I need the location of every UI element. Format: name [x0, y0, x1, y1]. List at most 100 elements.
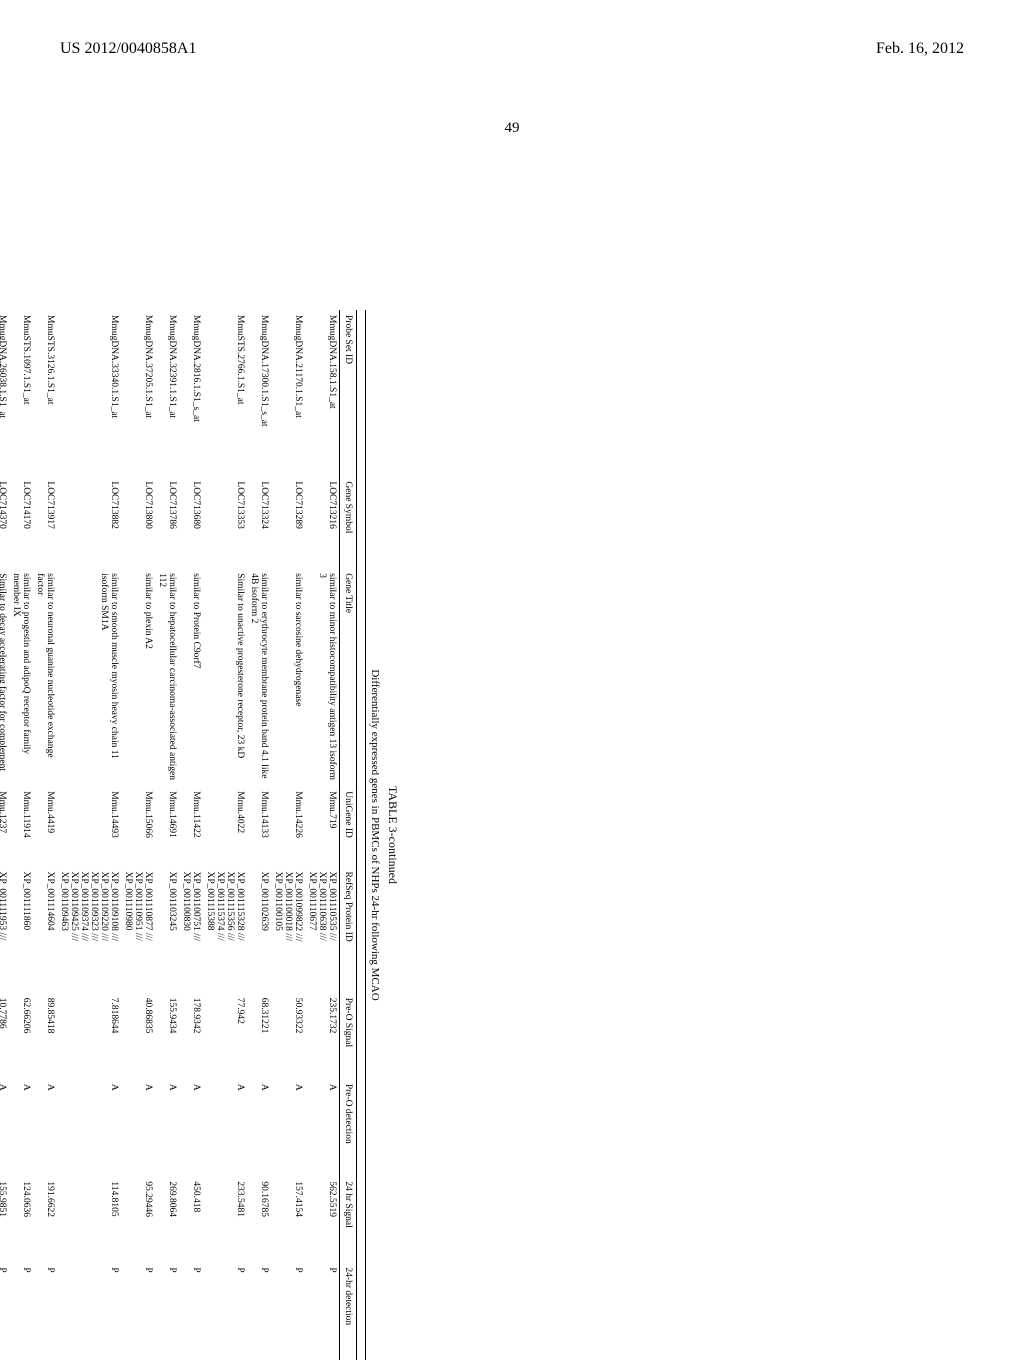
table-cell: similar to smooth muscle myosin heavy ch…	[57, 568, 121, 786]
table-cell: 562.5519	[305, 1176, 340, 1262]
table-cell: XP_001099822 /// XP_001100018 /// XP_001…	[271, 867, 305, 993]
table-cell: MmugDNA.17300.1.S1_s_at	[247, 310, 271, 476]
table-cell: MmugDNA.158.1.S1_at	[305, 310, 340, 476]
table-cell: XP_001111860	[9, 867, 33, 993]
table-cell: MmugDNA.33340.1.S1_at	[57, 310, 121, 476]
table-cell: P	[33, 1262, 57, 1360]
table-cell: Mmu.11422	[179, 786, 203, 866]
table-cell: P	[121, 1262, 155, 1360]
table-cell: similar to neuronal guanine nucleotide e…	[33, 568, 57, 786]
table-cell: A	[271, 1079, 305, 1177]
table-cell: A	[9, 1079, 33, 1177]
table-cell: Mmu.14493	[57, 786, 121, 866]
table-cell: LOC714170	[9, 476, 33, 568]
table-cell: LOC713324	[247, 476, 271, 568]
table-cell: 155.9851	[0, 1176, 9, 1262]
col-header: 24 hr Signal	[340, 1176, 357, 1262]
publication-date: Feb. 16, 2012	[876, 40, 964, 58]
table-cell: Similar to unactive progesterone recepto…	[203, 568, 247, 786]
table-cell: Mmu.1237	[0, 786, 9, 866]
table-cell: 269.8064	[155, 1176, 179, 1262]
table-cell: 95.29446	[121, 1176, 155, 1262]
table-cell: P	[203, 1262, 247, 1360]
table-cell: Mmu.14133	[247, 786, 271, 866]
table-cell: A	[121, 1079, 155, 1177]
data-table: Probe Set ID Gene Symbol Gene Title UniG…	[0, 310, 357, 1360]
table-cell: XP_001103245	[155, 867, 179, 993]
table-row: MmugDNA.2816.1.S1_s_atLOC713680similar t…	[179, 310, 203, 1360]
table-cell: similar to plexin A2	[121, 568, 155, 786]
table-cell: similar to hepatocellular carcinoma-asso…	[155, 568, 179, 786]
table-cell: Mmu.14226	[271, 786, 305, 866]
table-cell: MmugDNA.2816.1.S1_s_at	[179, 310, 203, 476]
page-header: US 2012/0040858A1 Feb. 16, 2012	[60, 40, 964, 58]
table-cell: LOC713882	[57, 476, 121, 568]
table-header-row: Probe Set ID Gene Symbol Gene Title UniG…	[340, 310, 357, 1360]
table-cell: LOC714370	[0, 476, 9, 568]
table-cell: 157.4154	[271, 1176, 305, 1262]
table-cell: XP_001111953 /// XP_001111994 /// XP_001…	[0, 867, 9, 993]
table-cell: MmugDNA.21170.1.S1_at	[271, 310, 305, 476]
table-cell: Mmu.4022	[203, 786, 247, 866]
table-cell: Similar to decay accelerating factor for…	[0, 568, 9, 786]
table-cell: A	[0, 1079, 9, 1177]
table-cell: XP_001110535 /// XP_001110638 /// XP_001…	[305, 867, 340, 993]
table-cell: A	[305, 1079, 340, 1177]
table-cell: A	[203, 1079, 247, 1177]
table-cell: Mmu.719	[305, 786, 340, 866]
table-cell: 191.6622	[33, 1176, 57, 1262]
table-row: MmuSTS.1097.1.S1_atLOC714170similar to p…	[9, 310, 33, 1360]
table-cell: MmuSTS.2766.1.S1_at	[203, 310, 247, 476]
table-row: MmuSTS.3126.1.S1_atLOC713917similar to n…	[33, 310, 57, 1360]
table-row: MmugDNA.33340.1.S1_atLOC713882similar to…	[57, 310, 121, 1360]
table-cell: 90.16785	[247, 1176, 271, 1262]
table-row: MmuSTS.2766.1.S1_atLOC713353Similar to u…	[203, 310, 247, 1360]
table-row: MmugDNA.158.1.S1_atLOC713216similar to m…	[305, 310, 340, 1360]
table-cell: A	[179, 1079, 203, 1177]
table-cell: 89.85418	[33, 993, 57, 1079]
table-cell: 62.66206	[9, 993, 33, 1079]
col-header: UniGene ID	[340, 786, 357, 866]
table-cell: P	[305, 1262, 340, 1360]
col-header: 24-hr detection	[340, 1262, 357, 1360]
table-cell: P	[179, 1262, 203, 1360]
table-cell: Mmu.14691	[155, 786, 179, 866]
table-cell: Mmu.15066	[121, 786, 155, 866]
table-cell: MmugDNA.37205.1.S1_at	[121, 310, 155, 476]
table-cell: LOC713353	[203, 476, 247, 568]
table-cell: LOC713800	[121, 476, 155, 568]
table-cell: XP_001115328 /// XP_001115356 /// XP_001…	[203, 867, 247, 993]
table-cell: similar to erythrocyte membrane protein …	[247, 568, 271, 786]
table-cell: similar to Protein C9orf7	[179, 568, 203, 786]
table-cell: 235.1732	[305, 993, 340, 1079]
table-cell: MmuSTS.3126.1.S1_at	[33, 310, 57, 476]
table-region: TABLE 3-continued Differentially express…	[0, 310, 400, 1360]
table-cell: XP_001102639	[247, 867, 271, 993]
table-cell: LOC713289	[271, 476, 305, 568]
table-cell: 7.818644	[57, 993, 121, 1079]
table-cell: similar to sarcosine dehydrogenase	[271, 568, 305, 786]
table-cell: similar to minor histocompatibility anti…	[305, 568, 340, 786]
table-cell: LOC713917	[33, 476, 57, 568]
table-cell: P	[271, 1262, 305, 1360]
table-cell: LOC713786	[155, 476, 179, 568]
table-cell: XP_001100751 /// XP_001100830	[179, 867, 203, 993]
table-cell: P	[247, 1262, 271, 1360]
table-cell: Mmu.11914	[9, 786, 33, 866]
col-header: RefSeq Protein ID	[340, 867, 357, 993]
table-cell: A	[33, 1079, 57, 1177]
table-cell: 68.31221	[247, 993, 271, 1079]
table-cell: P	[0, 1262, 9, 1360]
table-cell: similar to progestin and adipoQ receptor…	[9, 568, 33, 786]
table-cell: 10.7786	[0, 993, 9, 1079]
table-cell: 124.0636	[9, 1176, 33, 1262]
table-cell: P	[9, 1262, 33, 1360]
table-cell: XP_001109108 /// XP_001109220 /// XP_001…	[57, 867, 121, 993]
table-cell: MmugDNA.32391.1.S1_at	[155, 310, 179, 476]
table-cell: 77.942	[203, 993, 247, 1079]
table-cell: MmugDNA.26038.1.S1_at	[0, 310, 9, 476]
table-cell: XP_001114604	[33, 867, 57, 993]
table-cell: 178.9342	[179, 993, 203, 1079]
col-header: Pre-O detection	[340, 1079, 357, 1177]
table-subcaption: Differentially expressed genes in PBMCs …	[365, 310, 381, 1360]
